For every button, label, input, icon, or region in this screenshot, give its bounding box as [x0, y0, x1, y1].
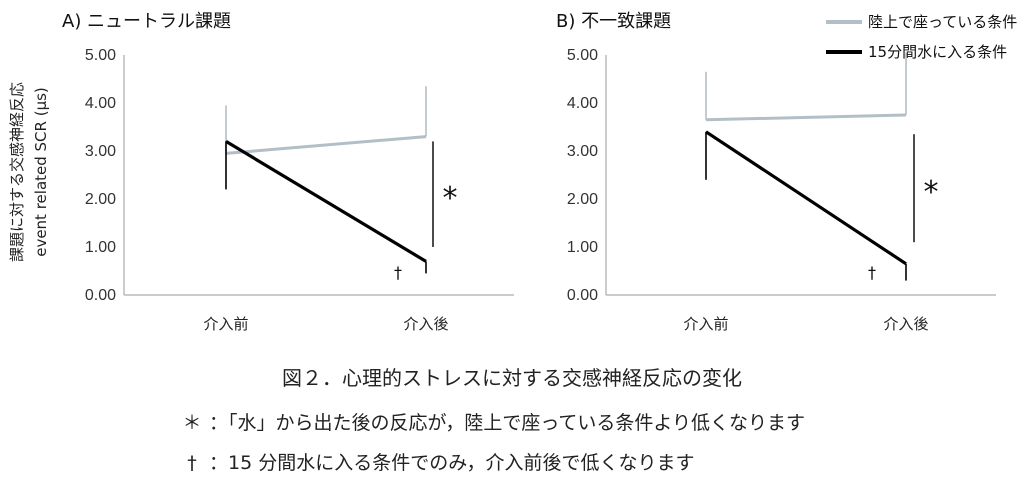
- y-tick-label: 2.00: [85, 191, 116, 208]
- y-tick-label: 0.00: [567, 287, 598, 304]
- significance-dagger: †: [868, 263, 876, 282]
- panel-title: B) 不一致課題: [556, 11, 671, 32]
- y-tick-label: 3.00: [85, 143, 116, 160]
- significance-dagger: †: [394, 263, 402, 282]
- note-asterisk-text: ：「水」から出た後の反応が，陸上で座っている条件より低くなります: [209, 412, 806, 434]
- legend-label-land: 陸上で座っている条件: [868, 13, 1017, 31]
- note-dagger-text: ：15 分間水に入る条件でのみ，介入前後で低くなります: [209, 452, 695, 474]
- y-axis-label: 課題に対する交感神経反応 event related SCR (µs): [8, 82, 50, 262]
- chart-b: B) 不一致課題 0.00 1.00 2.00 3.00 4.00 5.00 介入前 介入後 * †: [556, 11, 996, 333]
- y-tick-label: 1.00: [85, 239, 116, 256]
- y-axis-label-line2: event related SCR (µs): [32, 87, 50, 257]
- chart-a: A) ニュートラル課題 0.00 1.00 2.00 3.00 4.00 5.00 介入前 介入…: [62, 11, 514, 333]
- figure-caption: 図２．心理的ストレスに対する交感神経反応の変化: [282, 366, 742, 390]
- note-asterisk: ＊ ：「水」から出た後の反応が，陸上で座っている条件より低くなります: [175, 408, 805, 435]
- y-tick-label: 5.00: [567, 47, 598, 64]
- y-tick-label: 1.00: [567, 239, 598, 256]
- series-line: [705, 130, 907, 266]
- y-tick-label: 5.00: [85, 47, 116, 64]
- legend-label-water: 15分間水に入る条件: [868, 43, 1007, 61]
- figure-svg: A) ニュートラル課題 0.00 1.00 2.00 3.00 4.00 5.00 介入前 介入…: [8, 11, 1017, 333]
- significance-asterisk: *: [924, 175, 939, 210]
- legend: 陸上で座っている条件 15分間水に入る条件: [826, 13, 1017, 61]
- x-tick-label: 介入後: [403, 315, 448, 333]
- y-tick-label: 2.00: [567, 191, 598, 208]
- y-tick-label: 0.00: [85, 287, 116, 304]
- x-tick-label: 介入後: [883, 315, 928, 333]
- y-tick-label: 4.00: [85, 95, 116, 112]
- x-tick-label: 介入前: [683, 315, 728, 333]
- panel-title: A) ニュートラル課題: [62, 11, 231, 32]
- series-line: [225, 135, 427, 155]
- y-axis-label-line1: 課題に対する交感神経反応: [8, 82, 26, 262]
- series-line: [225, 140, 427, 263]
- note-dagger: † ：15 分間水に入る条件でのみ，介入前後で低くなります: [175, 448, 694, 475]
- y-tick-label: 3.00: [567, 143, 598, 160]
- x-tick-label: 介入前: [203, 315, 248, 333]
- dagger-symbol: †: [187, 452, 197, 474]
- asterisk-symbol: ＊: [182, 412, 202, 434]
- y-tick-label: 4.00: [567, 95, 598, 112]
- significance-asterisk: *: [443, 181, 458, 216]
- series-line: [705, 113, 907, 122]
